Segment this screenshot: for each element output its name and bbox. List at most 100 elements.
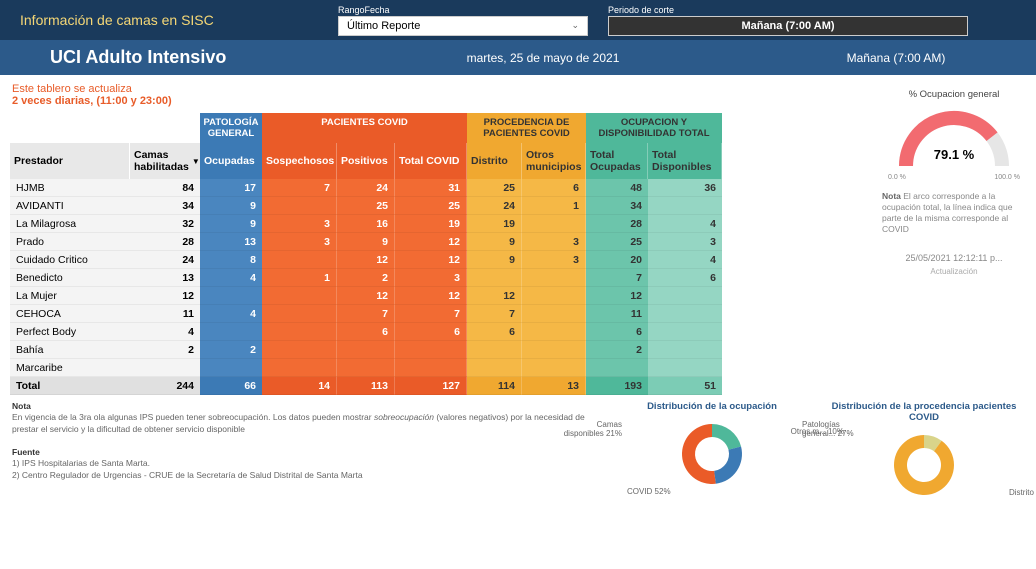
cell-otros: 3 — [522, 251, 586, 269]
cell-dist: 6 — [467, 323, 522, 341]
cell-tocup: 25 — [586, 233, 648, 251]
cell-tdisp — [648, 305, 722, 323]
cell-otros — [522, 341, 586, 359]
last-update-timestamp: 25/05/2021 12:12:11 p... — [882, 253, 1026, 263]
cell-sosp — [262, 251, 337, 269]
gauge-scale: 0.0 %100.0 % — [882, 174, 1026, 181]
cell-ocupadas — [200, 359, 262, 377]
page-title: UCI Adulto Intensivo — [0, 47, 330, 68]
donut-slice-label: Otros m... 10% — [784, 427, 844, 436]
col-total-disponibles[interactable]: Total Disponibles — [648, 143, 722, 179]
cell-ocupadas: 4 — [200, 305, 262, 323]
beds-table: PATOLOGÍA GENERALPACIENTES COVIDPROCEDEN… — [10, 113, 876, 395]
rangofecha-dropdown[interactable]: Último Reporte ⌄ — [338, 16, 588, 36]
col-group-covid: PACIENTES COVID — [262, 113, 467, 143]
cell-dist: 9 — [467, 233, 522, 251]
cell-dist — [467, 359, 522, 377]
col-prestador[interactable]: Prestador — [10, 143, 130, 179]
cell-dist — [467, 341, 522, 359]
cell-tdisp — [648, 287, 722, 305]
cell-ocupadas: 8 — [200, 251, 262, 269]
table-row-name: HJMB — [10, 179, 130, 197]
cell-otros — [522, 305, 586, 323]
cell-tdisp — [648, 359, 722, 377]
cell-sosp — [262, 197, 337, 215]
cell-pos: 6 — [337, 323, 395, 341]
footer-notes: Nota En vigencia de la 3ra ola algunas I… — [12, 401, 600, 505]
table-row-name: Bahía — [10, 341, 130, 359]
cell-sosp — [262, 323, 337, 341]
cell-tdisp: 36 — [648, 179, 722, 197]
gauge-note: Nota El arco corresponde a la ocupación … — [882, 191, 1026, 235]
cell-camas: 84 — [130, 179, 200, 197]
cell-camas — [130, 359, 200, 377]
cell-tcov: 12 — [395, 251, 467, 269]
total-dist: 114 — [467, 377, 522, 395]
table-row-name: Marcaribe — [10, 359, 130, 377]
cell-otros: 3 — [522, 233, 586, 251]
table-row-name: Perfect Body — [10, 323, 130, 341]
cell-pos: 7 — [337, 305, 395, 323]
cell-tocup: 12 — [586, 287, 648, 305]
filter-periodo: Periodo de corte Mañana (7:00 AM) — [600, 3, 976, 38]
cell-ocupadas: 17 — [200, 179, 262, 197]
dropdown-value: Último Reporte — [347, 20, 420, 32]
cell-camas: 32 — [130, 215, 200, 233]
cell-dist: 24 — [467, 197, 522, 215]
col-total-covid[interactable]: Total COVID — [395, 143, 467, 179]
col-ocupadas[interactable]: Ocupadas — [200, 143, 262, 179]
cell-sosp: 1 — [262, 269, 337, 287]
cell-sosp: 7 — [262, 179, 337, 197]
cell-tcov: 19 — [395, 215, 467, 233]
cell-tocup: 28 — [586, 215, 648, 233]
cell-tcov: 31 — [395, 179, 467, 197]
cell-ocupadas: 2 — [200, 341, 262, 359]
cell-tdisp — [648, 323, 722, 341]
cell-tdisp: 3 — [648, 233, 722, 251]
periodo-dropdown[interactable]: Mañana (7:00 AM) — [608, 16, 968, 36]
cell-pos: 9 — [337, 233, 395, 251]
col-total-ocupadas[interactable]: Total Ocupadas — [586, 143, 648, 179]
total-sosp: 14 — [262, 377, 337, 395]
table-row-name: CEHOCA — [10, 305, 130, 323]
cell-ocupadas: 9 — [200, 215, 262, 233]
col-distrito[interactable]: Distrito — [467, 143, 522, 179]
cell-dist — [467, 269, 522, 287]
cell-otros — [522, 287, 586, 305]
total-tocup: 193 — [586, 377, 648, 395]
total-pos: 113 — [337, 377, 395, 395]
cell-sosp — [262, 359, 337, 377]
cell-tcov: 25 — [395, 197, 467, 215]
total-tcov: 127 — [395, 377, 467, 395]
cell-sosp: 3 — [262, 233, 337, 251]
table-row-name: La Mujer — [10, 287, 130, 305]
cell-ocupadas: 4 — [200, 269, 262, 287]
cell-ocupadas: 13 — [200, 233, 262, 251]
total-row-label: Total — [10, 377, 130, 395]
col-camas[interactable]: Camas habilitadas▼ — [130, 143, 200, 179]
report-date: martes, 25 de mayo de 2021 — [330, 51, 756, 65]
cell-tcov: 12 — [395, 287, 467, 305]
cell-tdisp — [648, 197, 722, 215]
cell-dist: 25 — [467, 179, 522, 197]
update-schedule-note: Este tablero se actualiza 2 veces diaria… — [10, 81, 876, 113]
total-ocup: 66 — [200, 377, 262, 395]
cell-tcov: 7 — [395, 305, 467, 323]
donut-slice-label: Camas disponibles 21% — [562, 420, 622, 438]
cell-tdisp: 4 — [648, 251, 722, 269]
cell-tcov: 6 — [395, 323, 467, 341]
cell-tcov — [395, 359, 467, 377]
cell-tocup: 6 — [586, 323, 648, 341]
col-sospechosos[interactable]: Sospechosos — [262, 143, 337, 179]
col-positivos[interactable]: Positivos — [337, 143, 395, 179]
total-camas: 244 — [130, 377, 200, 395]
cell-camas: 24 — [130, 251, 200, 269]
dropdown-value: Mañana (7:00 AM) — [741, 20, 834, 32]
cell-otros — [522, 323, 586, 341]
col-otros[interactable]: Otros municipios — [522, 143, 586, 179]
cell-pos: 25 — [337, 197, 395, 215]
cell-tocup: 34 — [586, 197, 648, 215]
cell-tcov — [395, 341, 467, 359]
timestamp-label: Actualización — [882, 267, 1026, 276]
cell-ocupadas — [200, 287, 262, 305]
